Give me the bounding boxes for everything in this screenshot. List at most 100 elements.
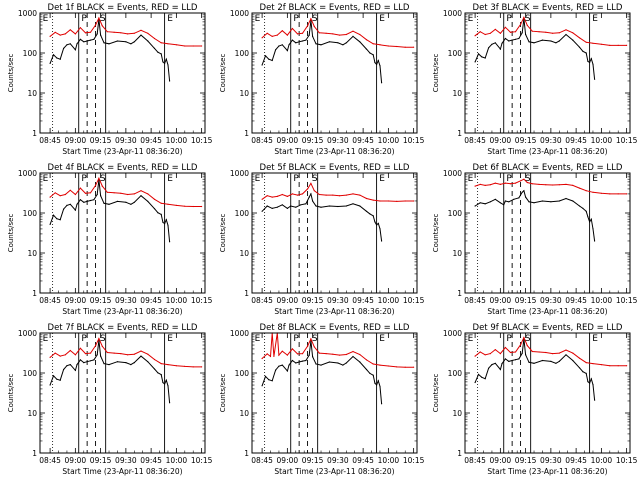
series-point-lld [578, 357, 581, 359]
x-tick-label: 08:45 [464, 456, 486, 465]
x-tick-label: 08:45 [251, 296, 273, 305]
series-point-events [86, 40, 88, 42]
series-point-lld [479, 183, 481, 185]
panel-title: Det 4f BLACK = Events, RED = LLD [48, 163, 198, 173]
series-point-events [66, 204, 68, 206]
series-point-events [484, 378, 486, 380]
series-point-lld [609, 44, 611, 47]
series-point-events [288, 364, 290, 366]
series-point-lld [184, 45, 186, 47]
series-point-events [153, 47, 156, 50]
panel-title: Det 5f BLACK = Events, RED = LLD [260, 163, 410, 173]
series-point-lld [153, 37, 156, 40]
series-point-events [320, 364, 322, 366]
series-point-events [479, 202, 481, 204]
x-tick-label: 09:30 [115, 296, 137, 305]
series-point-events [582, 371, 584, 373]
panel-8: Det 8f BLACK = Events, RED = LLD Counts/s… [219, 323, 425, 476]
series-point-lld [531, 350, 533, 353]
series-point-lld [372, 199, 374, 201]
series-point-lld [276, 34, 278, 36]
plot-frame [39, 12, 206, 134]
series-point-events [589, 61, 591, 64]
series-point-lld [387, 45, 389, 47]
series-point-lld [526, 345, 528, 347]
series-point-lld [545, 31, 547, 33]
series-point-lld [167, 43, 169, 45]
x-tick-label: 10:00 [378, 136, 400, 145]
series-point-lld [140, 350, 142, 352]
series-point-events [592, 63, 594, 65]
series-point-lld [552, 184, 554, 186]
series-point-lld [310, 338, 312, 340]
series-point-lld [59, 34, 61, 36]
series-point-events [86, 200, 88, 202]
y-tick-label: 10 [239, 249, 249, 258]
series-point-events [301, 360, 304, 362]
series-point-events [264, 55, 267, 57]
y-tick-label: 100 [448, 49, 463, 58]
series-point-events [312, 200, 314, 202]
series-point-events [592, 384, 594, 386]
series-point-lld [79, 27, 81, 29]
series-point-lld [526, 24, 528, 26]
series-point-lld [509, 183, 512, 185]
series-line-lld [49, 337, 202, 368]
series-point-events [100, 34, 102, 36]
series-point-lld [106, 191, 108, 193]
series-point-events [164, 383, 166, 385]
y-tick-label: 1 [457, 449, 462, 458]
panel-title: Det 7f BLACK = Events, RED = LLD [48, 323, 198, 333]
x-tick-label: 09:15 [90, 456, 112, 465]
series-point-events [315, 43, 317, 45]
y-axis-label: Counts/sec [219, 374, 227, 413]
series-point-events [590, 218, 592, 220]
series-point-events [337, 205, 339, 208]
y-tick-label: 10 [452, 89, 462, 98]
x-tick-label: 09:15 [302, 136, 324, 145]
series-point-lld [523, 178, 525, 180]
x-tick-label: 09:30 [540, 296, 562, 305]
series-point-lld [278, 354, 280, 356]
series-point-lld [499, 353, 501, 355]
marker-label: E [167, 334, 173, 344]
series-point-events [169, 80, 171, 82]
series-point-lld [626, 365, 628, 367]
marker-label: P [506, 334, 512, 344]
series-point-lld [565, 29, 567, 31]
series-point-events [108, 364, 110, 366]
series-point-events [572, 359, 574, 362]
series-point-lld [79, 347, 81, 349]
series-point-lld [379, 364, 381, 366]
series-point-events [164, 62, 166, 64]
y-tick-label: 10 [239, 89, 249, 98]
series-point-lld [307, 188, 309, 190]
series-point-lld [365, 359, 368, 361]
series-point-lld [499, 32, 501, 34]
series-point-lld [296, 353, 299, 355]
series-point-events [140, 195, 142, 197]
series-point-events [365, 48, 368, 50]
series-point-events [503, 204, 505, 206]
series-point-events [374, 221, 376, 223]
series-point-events [381, 82, 383, 84]
series-point-events [381, 403, 383, 405]
series-point-events [281, 364, 283, 366]
series-point-lld [404, 46, 406, 48]
y-tick-label: 1 [244, 449, 249, 458]
series-point-events [578, 205, 581, 207]
series-point-events [308, 34, 310, 36]
series-point-lld [626, 193, 628, 195]
x-tick-label: 09:30 [115, 136, 137, 145]
series-point-events [169, 402, 171, 404]
series-point-events [374, 61, 376, 64]
series-point-lld [600, 364, 603, 366]
series-point-events [147, 200, 149, 202]
series-point-events [499, 48, 501, 50]
panel-title: Det 3f BLACK = Events, RED = LLD [473, 3, 623, 13]
series-point-events [147, 40, 149, 42]
series-point-lld [64, 33, 66, 35]
series-point-lld [365, 39, 368, 41]
series-point-events [49, 223, 51, 225]
series-point-events [167, 224, 169, 226]
